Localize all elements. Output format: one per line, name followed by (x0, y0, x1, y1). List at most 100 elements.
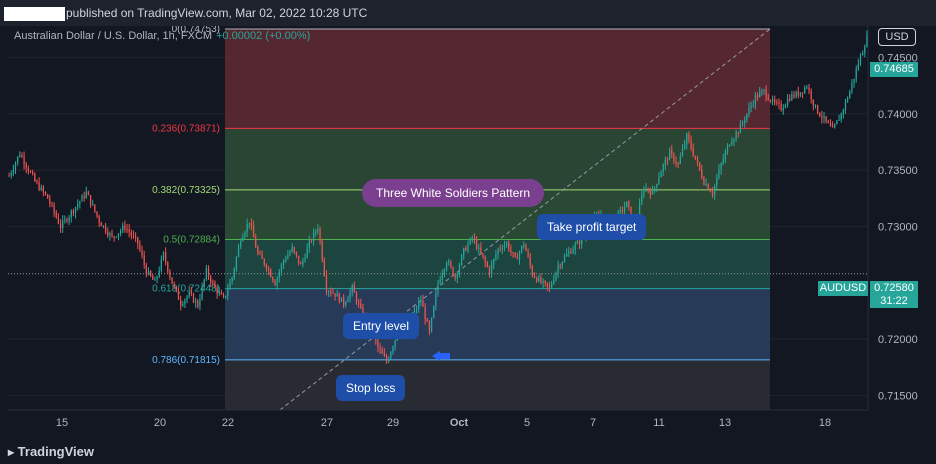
fib-label-0: 0(0.74753) (172, 26, 220, 35)
candle-body (525, 244, 527, 252)
stop-loss-callout[interactable]: Stop loss (336, 375, 406, 401)
symbol-line[interactable]: Australian Dollar / U.S. Dollar, 1h, FXC… (14, 30, 310, 42)
candle-body (520, 245, 523, 252)
candle-body (192, 293, 195, 303)
candle-body (210, 276, 212, 283)
candle-body (160, 258, 162, 271)
candle-body (578, 241, 581, 245)
candle-body (503, 245, 506, 249)
candle-body (390, 352, 392, 359)
candle-body (336, 293, 338, 297)
fib-label-0.5: 0.5(0.72884) (163, 235, 220, 246)
x-tick-label: 7 (590, 417, 596, 429)
candle-body (660, 171, 662, 178)
candle-body (72, 210, 75, 213)
candle-body (628, 201, 630, 207)
candle-body (460, 255, 463, 266)
candle-body (295, 251, 298, 256)
candle-body (752, 104, 754, 106)
candle-body (857, 64, 859, 69)
candle-body (696, 159, 699, 163)
candle-body (19, 155, 21, 157)
candle-body (754, 94, 757, 105)
candle-body (276, 277, 278, 286)
candle-body (158, 270, 160, 277)
candle-body (812, 99, 814, 106)
candle-body (119, 230, 122, 234)
candle-body (59, 223, 62, 228)
x-tick-label: 29 (387, 417, 399, 429)
candle-body (701, 169, 703, 178)
candle-body (527, 251, 529, 257)
candle-body (806, 87, 808, 89)
candle-body (748, 107, 750, 114)
candle-body (819, 113, 821, 117)
tradingview-logo-text: TradingView (17, 444, 94, 459)
candle-body (180, 299, 182, 306)
candle-body (814, 105, 817, 107)
candle-body (242, 236, 244, 242)
candle-body (703, 177, 705, 185)
candle-body (430, 317, 433, 332)
candle-body (128, 229, 130, 233)
candle-body (383, 353, 386, 357)
currency-button[interactable]: USD (878, 28, 916, 46)
footer-bar (0, 438, 936, 464)
candle-body (836, 120, 838, 125)
candle-body (538, 277, 540, 282)
candle-body (51, 203, 53, 205)
candle-body (222, 294, 225, 298)
fib-label-0.786: 0.786(0.71815) (152, 355, 220, 366)
candle-body (825, 116, 827, 121)
candle-body (272, 277, 274, 281)
candle-body (235, 256, 238, 269)
candle-body (482, 253, 484, 258)
x-tick-label: 18 (819, 417, 831, 429)
candle-body (134, 235, 137, 238)
candle-body (793, 94, 795, 97)
x-tick-label: 20 (154, 417, 166, 429)
candle-body (673, 153, 675, 162)
candle-body (454, 275, 456, 278)
candle-body (718, 169, 720, 178)
x-tick-label: 5 (524, 417, 530, 429)
candle-body (724, 151, 727, 160)
x-tick-label: 11 (653, 417, 664, 429)
candle-body (774, 99, 776, 103)
candle-body (394, 340, 396, 347)
candle-body (334, 293, 336, 297)
candle-body (557, 265, 559, 273)
candle-body (750, 105, 752, 108)
candle-body (784, 105, 787, 109)
entry-level-callout[interactable]: Entry level (343, 313, 420, 339)
tradingview-logo[interactable]: ▸ TradingView (8, 444, 94, 459)
candle-body (529, 256, 531, 266)
price-chart[interactable]: 0(0.74753) 0.236(0.73871) 0.382(0.73325) 0.… (0, 26, 936, 438)
candle-body (735, 132, 737, 140)
candle-body (480, 247, 482, 254)
three-white-soldiers-callout[interactable]: Three White Soldiers Pattern (362, 179, 545, 207)
candle-body (392, 346, 394, 353)
publish-bar (0, 0, 936, 26)
take-profit-callout[interactable]: Take profit target (537, 214, 647, 240)
candle-body (44, 191, 47, 195)
y-tick-label: 0.74500 (878, 53, 918, 65)
candle-body (759, 92, 761, 98)
candle-body (840, 113, 842, 120)
candle-body (308, 240, 310, 248)
candle-body (250, 223, 253, 226)
fib-trend-line[interactable] (279, 28, 771, 411)
x-tick-label: 22 (222, 417, 234, 429)
candle-body (797, 91, 799, 96)
candle-body (683, 144, 686, 149)
candle-body (293, 247, 295, 252)
candle-body (195, 300, 197, 303)
candle-body (786, 99, 789, 106)
candle-body (486, 262, 488, 267)
candle-body (143, 255, 145, 265)
x-tick-label: 27 (321, 417, 333, 429)
candle-body (681, 148, 684, 157)
candle-body (846, 98, 849, 102)
candle-body (89, 195, 92, 205)
candle-body (834, 124, 836, 128)
